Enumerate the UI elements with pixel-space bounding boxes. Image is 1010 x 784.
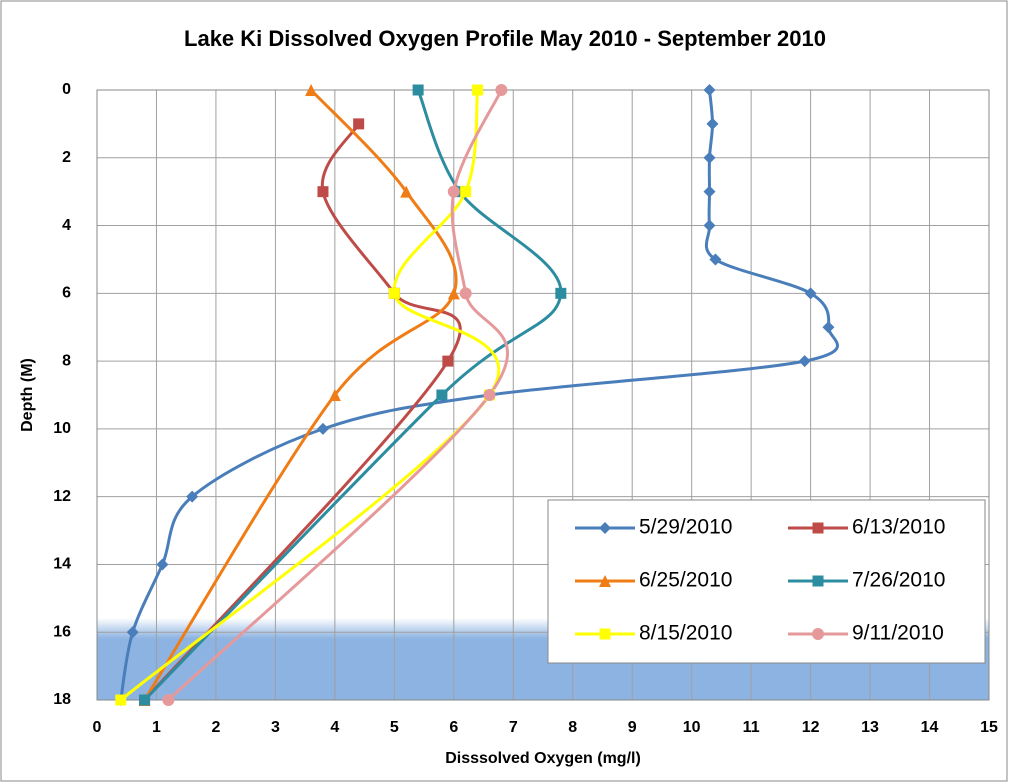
marker: [703, 84, 716, 96]
x-tick-label: 15: [980, 719, 998, 736]
marker: [139, 694, 151, 706]
marker: [305, 84, 318, 96]
marker: [483, 389, 496, 401]
marker: [703, 185, 716, 198]
plot-border: [96, 89, 990, 701]
y-tick-label: 16: [53, 623, 71, 640]
marker: [316, 422, 329, 435]
marker: [703, 219, 716, 232]
series-line: [143, 88, 458, 701]
marker: [317, 186, 329, 198]
y-tick-label: 18: [53, 691, 71, 708]
marker: [353, 118, 365, 130]
marker: [400, 185, 413, 198]
marker: [156, 558, 169, 571]
y-tick-label: 10: [53, 420, 71, 437]
x-tick-label: 13: [861, 719, 879, 736]
marker: [447, 287, 460, 300]
marker: [798, 355, 811, 368]
marker: [555, 287, 567, 299]
marker: [460, 186, 472, 198]
marker: [436, 389, 448, 401]
x-tick-label: 3: [271, 719, 280, 736]
marker: [412, 84, 424, 96]
x-tick-label: 5: [390, 719, 399, 736]
legend-label: 5/29/2010: [639, 516, 732, 539]
marker: [804, 287, 817, 300]
marker: [442, 355, 454, 367]
legend-label: 9/11/2010: [852, 622, 944, 645]
chart-title: Lake Ki Dissolved Oxygen Profile May 201…: [184, 26, 826, 51]
marker: [459, 287, 472, 300]
marker: [822, 321, 835, 334]
legend-label: 6/13/2010: [852, 516, 945, 539]
x-tick-label: 11: [743, 719, 760, 736]
x-tick-label: 7: [509, 719, 518, 736]
marker: [447, 185, 460, 198]
marker: [115, 694, 127, 706]
marker: [328, 389, 341, 401]
y-tick-label: 14: [53, 556, 71, 573]
legend-label: 6/25/2010: [639, 569, 732, 592]
x-axis-label: Disssolved Oxygen (mg/l): [445, 750, 641, 767]
marker: [812, 575, 824, 587]
marker: [388, 287, 400, 299]
legend-label: 8/15/2010: [639, 622, 732, 645]
x-tick-label: 12: [802, 719, 820, 736]
marker: [472, 84, 484, 96]
marker: [162, 694, 175, 706]
marker: [599, 522, 611, 534]
y-tick-label: 0: [62, 81, 71, 98]
marker: [812, 628, 824, 640]
marker: [599, 575, 611, 587]
marker: [495, 84, 508, 96]
x-tick-label: 14: [921, 719, 939, 736]
x-tick-label: 8: [568, 719, 577, 736]
marker: [186, 490, 199, 503]
y-tick-label: 12: [53, 488, 71, 505]
y-tick-label: 4: [62, 217, 71, 234]
y-tick-label: 6: [62, 285, 71, 302]
x-tick-label: 4: [330, 719, 339, 736]
x-tick-label: 2: [211, 719, 220, 736]
marker: [709, 253, 722, 266]
marker: [812, 522, 824, 534]
marker: [126, 626, 139, 639]
x-tick-label: 0: [93, 719, 102, 736]
x-tick-label: 9: [628, 719, 637, 736]
y-tick-label: 8: [62, 352, 71, 369]
legend-label: 7/26/2010: [852, 569, 945, 592]
y-axis-label: Depth (M): [19, 358, 36, 432]
marker: [599, 628, 611, 640]
series-line: [167, 89, 509, 702]
marker: [706, 117, 719, 130]
marker: [703, 151, 716, 164]
x-tick-label: 10: [683, 719, 701, 736]
x-tick-label: 6: [449, 719, 458, 736]
x-tick-label: 1: [152, 719, 161, 736]
y-tick-label: 2: [62, 149, 71, 166]
